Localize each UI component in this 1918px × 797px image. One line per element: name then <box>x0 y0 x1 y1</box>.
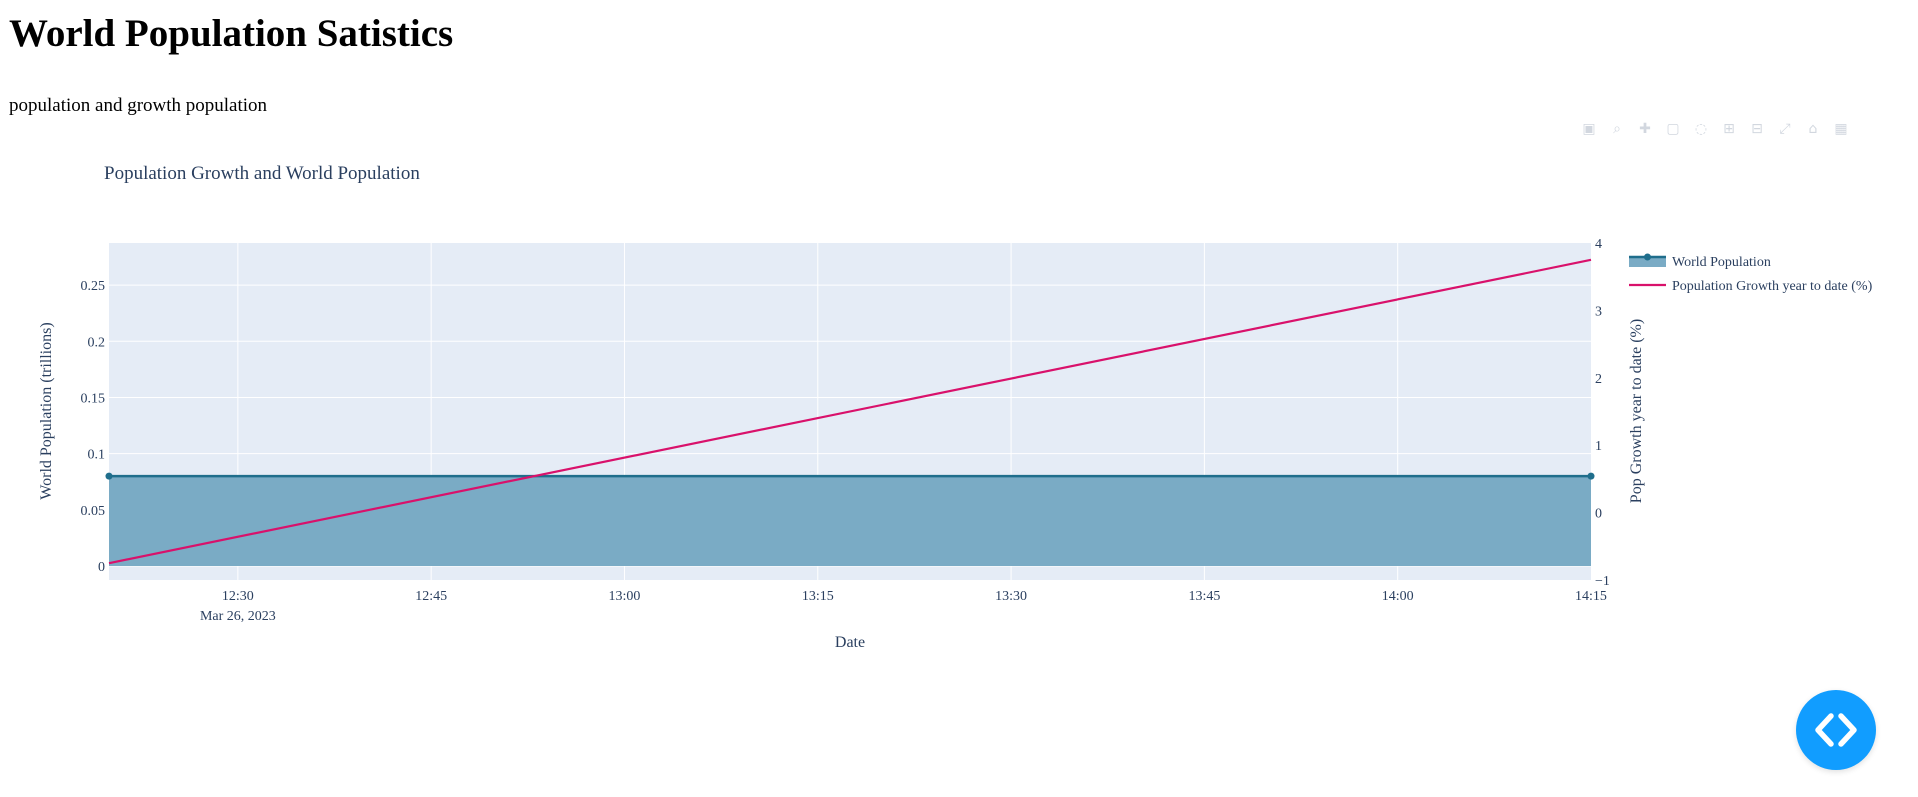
y2-axis-title: Pop Growth year to date (%) <box>1628 319 1645 503</box>
y-tick-label: 0.15 <box>81 391 106 406</box>
axis-layer: 0 0.05 0.1 0.15 0.2 0.25 −1 0 1 2 3 4 12:30 12:45 13:0… <box>81 237 1610 624</box>
y-tick-label: 0 <box>98 560 105 575</box>
population-chart[interactable]: Population Growth and World Population 0… <box>0 110 1918 670</box>
legend-swatch-area <box>1629 257 1666 267</box>
y2-tick-label: −1 <box>1595 574 1610 589</box>
x-tick-label: 12:30 <box>222 589 254 604</box>
x-tick-label: 13:00 <box>609 589 641 604</box>
x-tick-label: 13:15 <box>802 589 834 604</box>
x-tick-label: 14:15 <box>1575 589 1607 604</box>
lasso-select-icon[interactable]: ◌ <box>1694 121 1708 137</box>
zoom-in-icon[interactable]: ⊞ <box>1723 121 1735 137</box>
x-tick-label: 14:00 <box>1382 589 1414 604</box>
legend-label: World Population <box>1672 255 1771 270</box>
series-line-population-growth <box>108 258 1592 565</box>
data-point-world-population <box>1587 472 1595 480</box>
camera-icon[interactable]: ▣ <box>1582 121 1596 137</box>
y2-tick-label: 1 <box>1595 439 1602 454</box>
box-select-icon[interactable]: ▢ <box>1666 121 1680 137</box>
data-point-world-population <box>105 472 113 480</box>
x-tick-label: 12:45 <box>415 589 447 604</box>
zoom-icon[interactable]: ⌕ <box>1613 121 1621 137</box>
chart-title: Population Growth and World Population <box>104 163 420 184</box>
plotly-logo-icon[interactable]: ▦ <box>1834 121 1848 137</box>
series-area-world-population <box>109 476 1591 566</box>
chart-svg[interactable]: Population Growth and World Population 0… <box>0 110 1918 670</box>
y2-tick-label: 4 <box>1595 237 1602 252</box>
autoscale-icon[interactable]: ⤢ <box>1779 121 1791 137</box>
pan-icon[interactable]: ✚ <box>1639 121 1651 137</box>
y-tick-label: 0.1 <box>88 448 106 463</box>
y-axis-title: World Population (trillions) <box>38 322 55 499</box>
y2-tick-label: 3 <box>1595 304 1602 319</box>
y2-tick-label: 0 <box>1595 507 1602 522</box>
page-subtitle: population and growth population <box>9 95 268 116</box>
y2-tick-label: 2 <box>1595 372 1602 387</box>
code-toggle-button[interactable] <box>1796 690 1876 770</box>
x-axis-title: Date <box>835 634 865 651</box>
x-date-label: Mar 26, 2023 <box>200 609 276 624</box>
modebar: ▣ ⌕ ✚ ▢ ◌ ⊞ ⊟ ⤢ ⌂ ▦ <box>1578 118 1852 140</box>
y-tick-label: 0.05 <box>81 504 106 519</box>
x-tick-label: 13:45 <box>1188 589 1220 604</box>
y-tick-label: 0.25 <box>81 279 106 294</box>
zoom-out-icon[interactable]: ⊟ <box>1751 121 1763 137</box>
page-title: World Population Satistics <box>9 12 454 55</box>
legend[interactable]: World Population Population Growth year t… <box>1629 253 1873 295</box>
code-icon <box>1815 713 1857 747</box>
legend-label: Population Growth year to date (%) <box>1672 279 1873 294</box>
reset-axes-icon[interactable]: ⌂ <box>1808 121 1818 137</box>
y-tick-label: 0.2 <box>88 335 106 350</box>
legend-swatch-marker <box>1644 253 1651 261</box>
series-layer <box>105 258 1595 566</box>
x-tick-label: 13:30 <box>995 589 1027 604</box>
